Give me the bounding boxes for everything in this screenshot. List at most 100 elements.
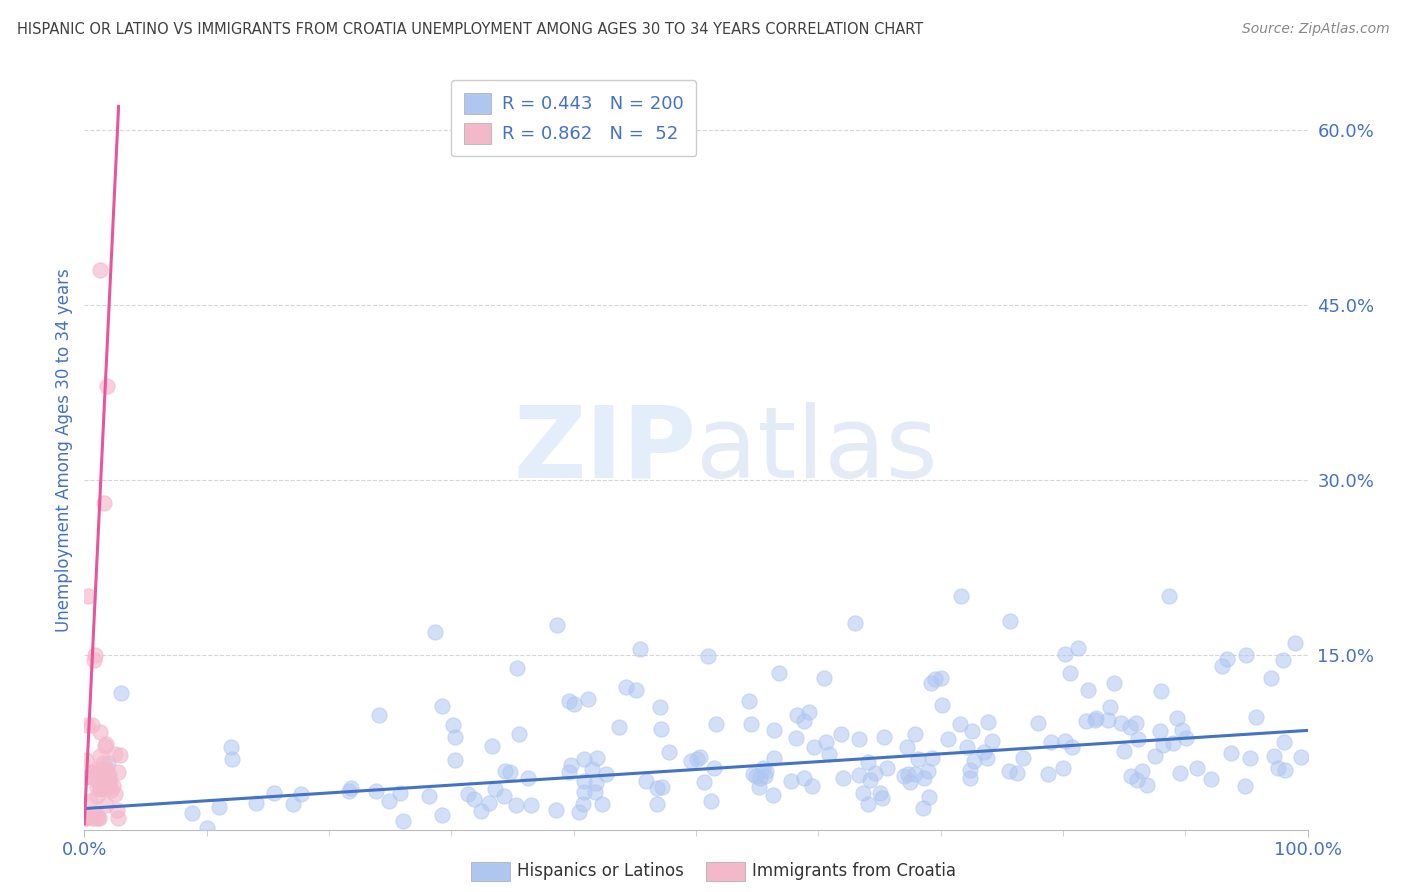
Point (82, 764, 104, 779)
Point (929, 671, 952, 685)
Point (484, 781, 506, 796)
Point (84, 648, 107, 662)
Point (82, 811, 104, 825)
Point (786, 708, 808, 723)
Point (94, 782, 117, 797)
Point (87, 774, 110, 789)
Point (748, 780, 770, 794)
Point (696, 649, 718, 664)
Text: atlas: atlas (696, 402, 938, 499)
Point (647, 797, 669, 812)
Point (752, 761, 775, 775)
Point (572, 774, 595, 789)
Point (614, 680, 637, 694)
Point (607, 720, 630, 734)
Point (100, 782, 122, 797)
Point (650, 723, 672, 737)
Point (392, 814, 415, 829)
Point (107, 811, 129, 825)
Point (848, 731, 870, 746)
Point (585, 776, 607, 790)
Point (920, 675, 942, 690)
Point (1163, 735, 1185, 749)
Point (444, 730, 467, 744)
Point (830, 727, 852, 741)
Point (858, 772, 880, 787)
Point (557, 694, 579, 708)
Point (94, 797, 117, 812)
Point (463, 792, 485, 806)
Point (748, 771, 770, 785)
Point (560, 757, 582, 772)
Point (742, 767, 765, 781)
Point (1211, 659, 1233, 673)
Point (364, 784, 387, 798)
Point (1076, 682, 1098, 697)
Point (97, 768, 120, 782)
Point (1284, 636, 1306, 650)
Point (1152, 738, 1174, 752)
Point (949, 717, 972, 731)
Point (876, 761, 898, 775)
Point (494, 764, 516, 779)
Point (110, 686, 132, 700)
Point (595, 767, 617, 781)
Point (936, 731, 959, 746)
Point (1272, 735, 1295, 749)
Point (1175, 731, 1198, 745)
Point (107, 764, 129, 779)
Point (813, 672, 835, 686)
Point (645, 780, 668, 795)
Point (651, 780, 673, 794)
Point (921, 750, 943, 764)
Point (505, 798, 527, 813)
Point (897, 766, 920, 780)
Point (689, 749, 711, 764)
Point (80, 770, 103, 784)
Point (591, 797, 613, 812)
Point (98, 776, 121, 790)
Point (430, 699, 453, 714)
Point (793, 714, 815, 729)
Point (872, 790, 894, 805)
Point (1236, 648, 1258, 662)
Point (1171, 723, 1194, 738)
Point (75, 811, 97, 825)
Point (91, 756, 114, 771)
Point (1026, 716, 1049, 731)
Point (368, 707, 391, 722)
Point (340, 780, 363, 795)
Point (83, 653, 105, 667)
Point (1149, 724, 1171, 739)
Point (1166, 711, 1188, 725)
Point (1062, 739, 1084, 754)
Point (77, 589, 100, 603)
Point (76, 717, 98, 731)
Point (430, 808, 453, 822)
Point (103, 787, 125, 801)
Point (762, 723, 785, 737)
Point (245, 796, 267, 810)
Point (1126, 772, 1149, 787)
Point (1157, 589, 1180, 603)
Point (96, 379, 118, 393)
Point (740, 717, 762, 731)
Point (793, 771, 815, 785)
Point (470, 804, 492, 818)
Point (418, 789, 440, 804)
Point (1119, 720, 1142, 734)
Point (1054, 734, 1077, 748)
Point (581, 762, 603, 776)
Point (1199, 772, 1222, 787)
Point (93, 496, 115, 510)
Point (1059, 665, 1081, 680)
Point (918, 790, 941, 805)
Point (562, 698, 585, 712)
Point (87, 772, 110, 787)
Point (1274, 764, 1296, 778)
Point (94, 737, 117, 751)
Point (104, 747, 127, 761)
Point (856, 756, 879, 770)
Point (89, 748, 111, 763)
Point (337, 784, 360, 798)
